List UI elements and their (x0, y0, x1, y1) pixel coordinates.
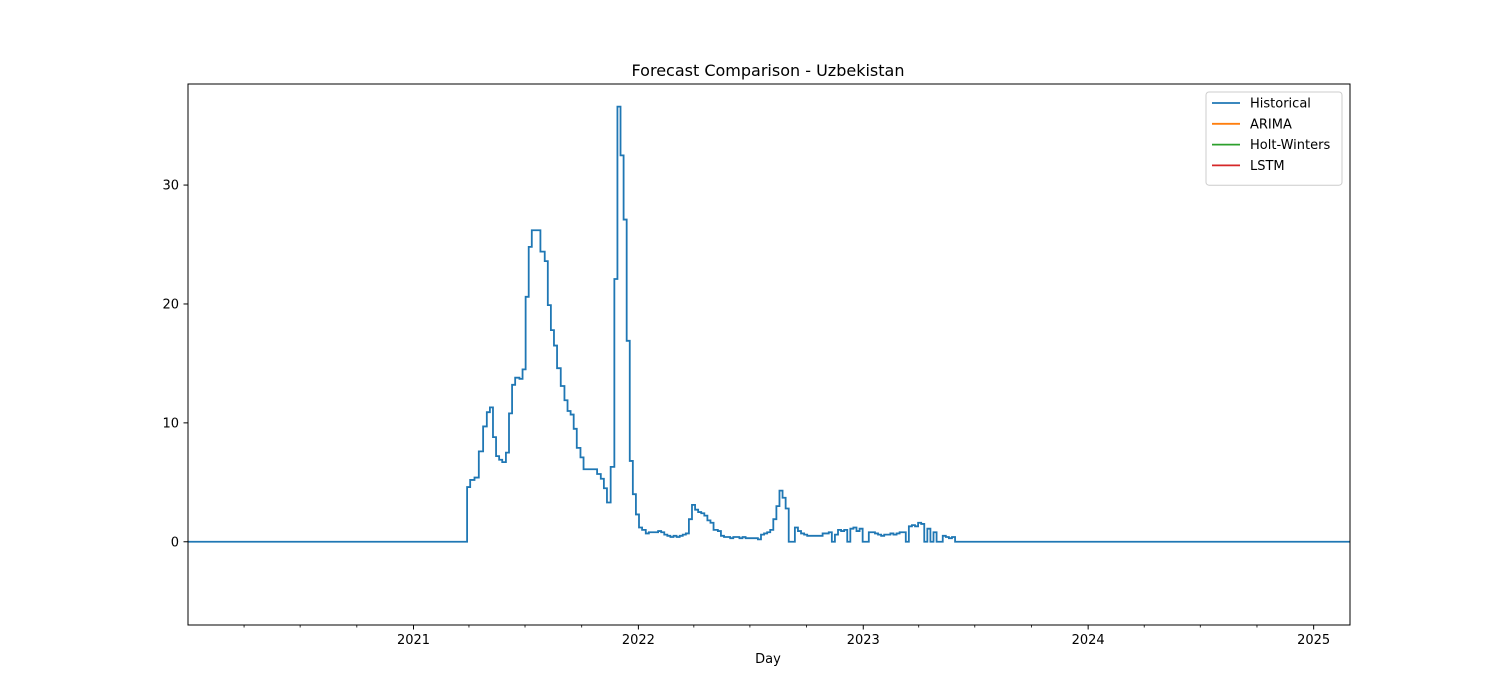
axes-frame (187, 83, 1351, 626)
y-tick-label: 0 (171, 535, 179, 550)
chart-title: Forecast Comparison - Uzbekistan (632, 61, 905, 80)
plot-area (188, 105, 1350, 543)
x-tick-label: 2024 (1072, 633, 1105, 648)
x-tick-label: 2021 (397, 633, 430, 648)
legend: Historical ARIMA Holt-Winters LSTM (1205, 91, 1343, 186)
x-tick-label: 2023 (847, 633, 880, 648)
y-tick-label: 30 (162, 179, 179, 194)
axes: 0 10 20 30 2021 2022 2023 2024 2025 (162, 83, 1351, 648)
legend-label-arima: ARIMA (1250, 117, 1292, 132)
y-tick-label: 10 (162, 416, 179, 431)
legend-label-lstm: LSTM (1250, 159, 1285, 174)
series-line-historical (188, 105, 1350, 543)
x-tick-label: 2025 (1297, 633, 1330, 648)
legend-box (1205, 91, 1343, 186)
legend-label-historical: Historical (1250, 97, 1311, 112)
legend-label-holt-winters: Holt-Winters (1250, 138, 1330, 153)
y-tick-label: 20 (162, 297, 179, 312)
x-axis-label: Day (755, 652, 781, 667)
x-tick-label: 2022 (622, 633, 655, 648)
